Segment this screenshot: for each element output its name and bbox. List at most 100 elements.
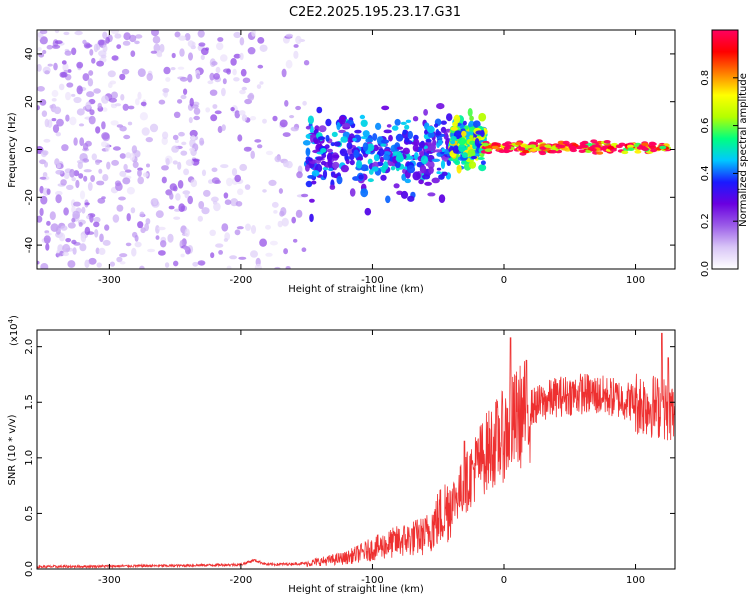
spectrogram-cell: [45, 232, 52, 236]
spectrogram-cell: [301, 193, 309, 198]
spectrogram-cell: [91, 153, 98, 161]
spectrogram-cell: [325, 134, 330, 142]
spectrogram-cell: [172, 134, 179, 141]
spectrogram-cell: [105, 36, 110, 44]
spectrogram-cell: [440, 126, 447, 133]
spectrogram-cell: [94, 229, 99, 238]
spectrogram-cell: [112, 146, 121, 151]
spectrogram-cell: [237, 134, 243, 142]
spectrogram-cell: [217, 125, 223, 134]
spectrogram-cell: [419, 164, 427, 174]
spectrogram-cell: [127, 121, 133, 126]
spectrogram-cell: [140, 227, 146, 234]
spectrogram-cell: [599, 146, 606, 151]
spectrogram-cell: [71, 239, 77, 245]
spectrogram-cell: [641, 142, 649, 146]
spectrogram-cell: [383, 151, 391, 156]
spectrogram-cell: [139, 112, 148, 121]
spectrogram-cell: [307, 175, 315, 179]
spectrogram-cell: [245, 223, 251, 231]
snr-frame: [36, 329, 676, 570]
spectrogram-cell: [183, 168, 190, 176]
spectrogram-cell: [502, 142, 509, 147]
y-tick-label: 40: [24, 48, 35, 61]
spectrogram-cell: [39, 176, 47, 180]
spectrogram-cell: [345, 159, 350, 165]
spectrogram-cell: [305, 147, 311, 157]
spectrogram-cell: [315, 156, 324, 161]
spectrogram-cell: [137, 176, 144, 185]
spectrogram-cell: [85, 101, 92, 110]
spectrogram-cell: [289, 115, 295, 119]
spectrogram-cell: [330, 142, 335, 147]
spectrogram-cell: [76, 108, 85, 116]
spectrogram-cell: [603, 140, 611, 144]
spectrogram-cell: [118, 196, 126, 201]
spectrogram-cell: [412, 171, 421, 181]
spectrogram-cell: [226, 68, 232, 75]
spectrogram-cell: [114, 33, 122, 39]
spectrogram-cell: [277, 220, 283, 228]
spectrogram-cell: [137, 169, 142, 177]
spectrogram-cell: [268, 179, 277, 186]
spectrogram-cell: [147, 248, 156, 253]
spectrogram-cell: [223, 192, 229, 199]
spectrogram-cell: [79, 137, 85, 147]
spectrogram-cell: [101, 95, 109, 104]
spectrogram-cell: [353, 149, 360, 158]
spectrogram-cell: [458, 144, 466, 153]
spectrogram-cell: [352, 137, 357, 142]
spectrogram-cell: [484, 148, 492, 152]
colorbar-frame: [711, 29, 739, 270]
spectrogram-cell: [60, 179, 67, 186]
spectrogram-cell: [262, 118, 267, 124]
spectrogram-cell: [239, 163, 248, 172]
spectrogram-cell: [169, 192, 174, 200]
spectrogram-cell: [104, 224, 110, 231]
spectrogram-cell: [161, 176, 167, 184]
spectrogram-cell: [107, 70, 116, 78]
spectrogram-cell: [418, 141, 425, 149]
spectrogram-cell: [221, 223, 229, 232]
spectrogram-cell: [197, 215, 203, 222]
spectrogram-cell: [469, 115, 474, 122]
spectrogram-cell: [180, 253, 185, 258]
y-tick-label: -40: [24, 237, 35, 253]
spectrogram-cell: [209, 229, 216, 236]
spectrogram-cell: [201, 169, 207, 177]
spectrogram-cell: [52, 124, 60, 133]
spectrogram-cell: [128, 105, 135, 110]
spectrogram-cell: [437, 139, 443, 146]
spectrogram-cell: [197, 30, 205, 38]
spectrogram-cell: [102, 239, 111, 246]
spectrogram-cell: [467, 108, 473, 117]
spectrogram-cell: [180, 150, 188, 156]
spectrogram-cell: [233, 77, 240, 82]
spectrogram-cell: [333, 141, 341, 147]
spectrogram-cell: [43, 235, 51, 244]
spectrogram-cell: [131, 247, 137, 257]
spectrogram-cell: [126, 186, 135, 195]
spectrogram-cell: [302, 140, 311, 146]
spectrogram-cell: [65, 114, 70, 122]
spectrogram-cell: [423, 145, 428, 150]
spectrogram-cell: [109, 261, 115, 267]
spectrogram-cell: [360, 119, 368, 128]
spectrogram-cell: [159, 43, 165, 53]
spectrogram-cell: [55, 169, 64, 175]
spectrogram-cell: [158, 250, 166, 256]
spectrogram-cell: [358, 174, 364, 180]
y-tick-label: 2.0: [24, 339, 35, 355]
spectrogram-cell: [282, 132, 291, 138]
spectrogram-cell: [254, 139, 262, 143]
spectrogram-cell: [123, 134, 131, 140]
spectrogram-cell: [139, 265, 145, 269]
y-tick-label: 0: [24, 146, 35, 152]
spectrogram-cell: [272, 115, 278, 122]
spectrogram-cell: [329, 184, 336, 190]
spectrogram-cell: [360, 164, 369, 172]
spectrogram-cell: [152, 198, 158, 206]
spectrogram-cell: [178, 35, 187, 41]
spectrogram-cell: [184, 192, 189, 199]
spectrogram-cell: [285, 33, 294, 38]
